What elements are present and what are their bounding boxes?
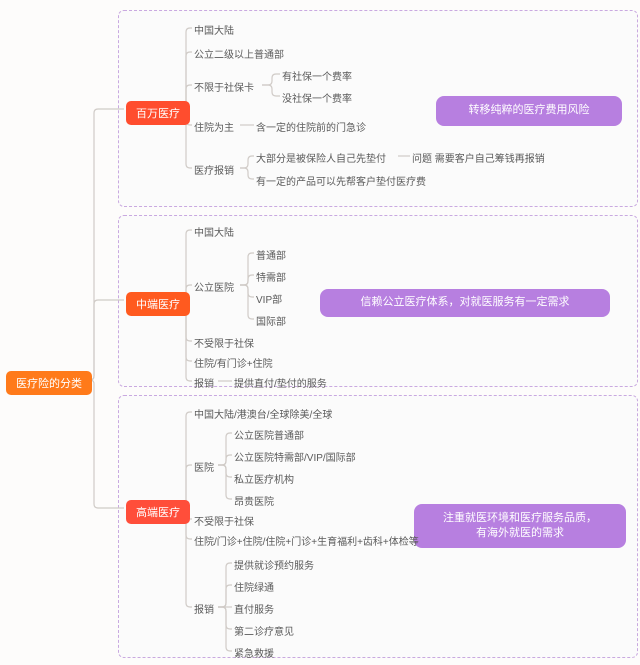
category-label: 百万医疗 [126, 101, 190, 125]
leaf-h4: 住院/门诊+住院/住院+门诊+生育福利+齿科+体检等 [194, 533, 419, 548]
leaf-h5d: 第二诊疗意见 [234, 623, 294, 638]
leaf-m5: 报销 [194, 375, 214, 390]
callout-1: 转移纯粹的医疗费用风险 [436, 96, 622, 126]
leaf-h3: 不受限于社保 [194, 513, 254, 528]
category-zhongduan: 中端医疗 [126, 292, 190, 316]
leaf-m2: 公立医院 [194, 279, 234, 294]
leaf-l2: 公立二级以上普通部 [194, 46, 284, 61]
callout-2: 信赖公立医疗体系，对就医服务有一定需求 [320, 289, 610, 317]
callout-3: 注重就医环境和医疗服务品质， 有海外就医的需求 [414, 504, 626, 548]
leaf-h2c: 私立医疗机构 [234, 471, 294, 486]
leaf-m2b: 特需部 [256, 269, 286, 284]
leaf-l1: 中国大陆 [194, 22, 234, 37]
root-label: 医疗险的分类 [6, 371, 92, 395]
leaf-l3b: 没社保一个费率 [282, 90, 352, 105]
leaf-l5b: 有一定的产品可以先帮客户垫付医疗费 [256, 173, 426, 188]
leaf-l5: 医疗报销 [194, 162, 234, 177]
category-gaoduan: 高端医疗 [126, 500, 190, 524]
leaf-m2a: 普通部 [256, 247, 286, 262]
leaf-h2a: 公立医院普通部 [234, 427, 304, 442]
leaf-h5b: 住院绿通 [234, 579, 274, 594]
leaf-h5a: 提供就诊预约服务 [234, 557, 314, 572]
leaf-l3a: 有社保一个费率 [282, 68, 352, 83]
leaf-h2: 医院 [194, 459, 214, 474]
leaf-m2d: 国际部 [256, 313, 286, 328]
category-baiwan: 百万医疗 [126, 101, 190, 125]
root-node: 医疗险的分类 [6, 371, 92, 395]
leaf-h1: 中国大陆/港澳台/全球除美/全球 [194, 406, 332, 421]
leaf-h5c: 直付服务 [234, 601, 274, 616]
leaf-m1: 中国大陆 [194, 224, 234, 239]
leaf-l5a2: 问题 需要客户自己筹钱再报销 [412, 150, 545, 165]
leaf-h5e: 紧急救援 [234, 645, 274, 660]
leaf-l3: 不限于社保卡 [194, 79, 254, 94]
leaf-l5a: 大部分是被保险人自己先垫付 [256, 150, 386, 165]
leaf-m5a: 提供直付/垫付的服务 [234, 375, 327, 390]
leaf-h2d: 昂贵医院 [234, 493, 274, 508]
leaf-h5: 报销 [194, 601, 214, 616]
leaf-l4a: 含一定的住院前的门急诊 [256, 119, 366, 134]
leaf-m2c: VIP部 [256, 291, 282, 306]
leaf-m3: 不受限于社保 [194, 335, 254, 350]
leaf-m4: 住院/有门诊+住院 [194, 355, 273, 370]
leaf-h2b: 公立医院特需部/VIP/国际部 [234, 449, 356, 464]
category-label: 中端医疗 [126, 292, 190, 316]
leaf-l4: 住院为主 [194, 119, 234, 134]
category-label: 高端医疗 [126, 500, 190, 524]
